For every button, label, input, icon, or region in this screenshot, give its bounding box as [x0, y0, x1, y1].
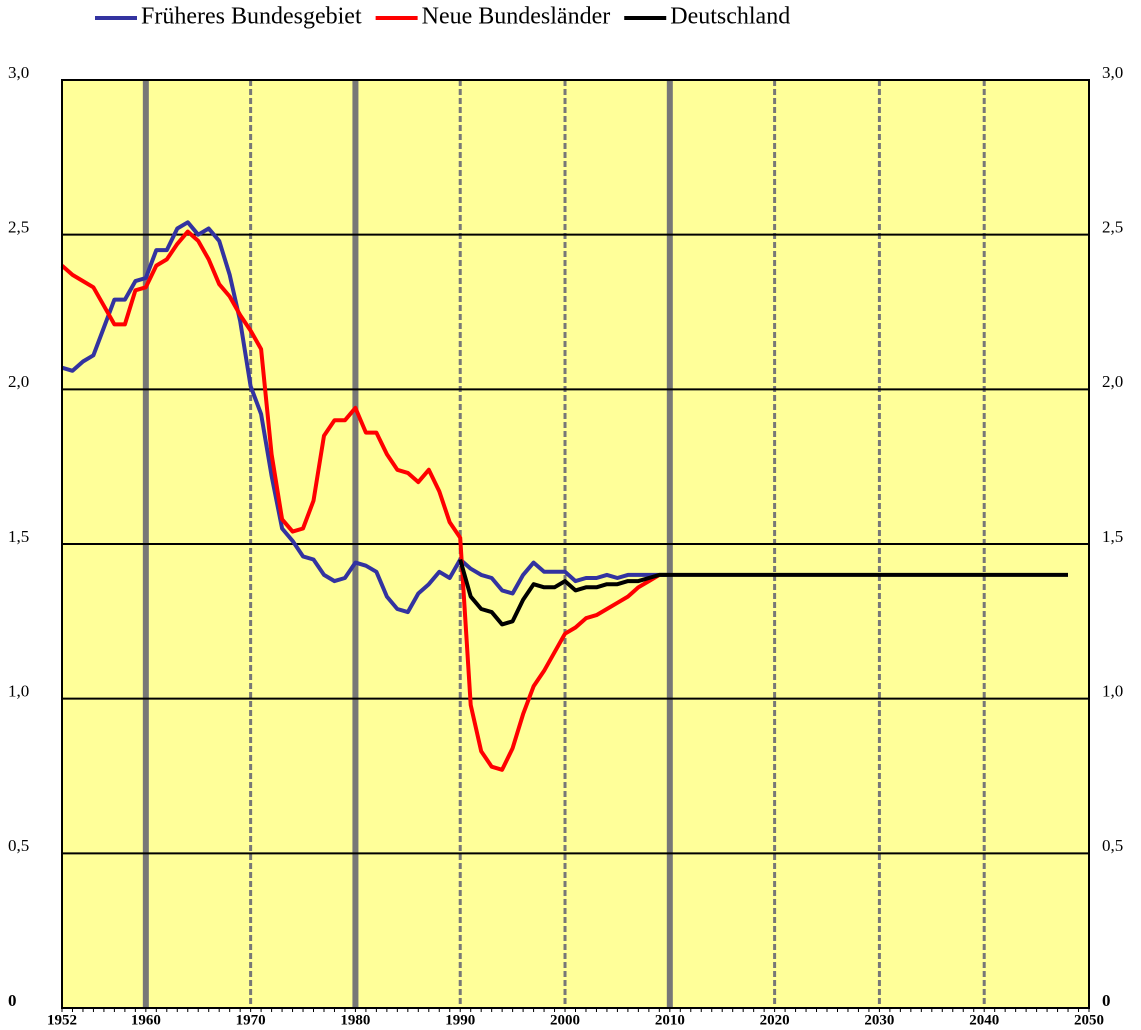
y2-tick-label: 0,5 — [1102, 836, 1123, 855]
y2-tick-label: 1,0 — [1102, 682, 1123, 701]
y2-tick-label: 1,5 — [1102, 527, 1123, 546]
legend-label: Deutschland — [670, 4, 790, 30]
x-tick-label: 1970 — [236, 1012, 266, 1028]
x-tick-label: 2010 — [655, 1012, 685, 1028]
legend-label: Neue Bundesländer — [422, 4, 611, 30]
y2-tick-label: 0 — [1102, 991, 1111, 1010]
plot-border — [61, 79, 1090, 1009]
y-tick-label: 1,0 — [8, 682, 29, 701]
x-tick-label: 2020 — [760, 1012, 790, 1028]
series-line — [458, 558, 1068, 627]
x-tick-label: 2030 — [864, 1012, 894, 1028]
x-tick-label: 1952 — [47, 1012, 77, 1028]
y-tick-label: 0 — [8, 991, 17, 1010]
series-line — [60, 229, 661, 772]
y2-tick-label: 3,0 — [1102, 63, 1123, 82]
y-tick-label: 3,0 — [8, 63, 29, 82]
y2-tick-label: 2,0 — [1102, 372, 1123, 391]
x-tick-label: 1990 — [445, 1012, 475, 1028]
y-tick-label: 1,5 — [8, 527, 29, 546]
x-tick-label: 2040 — [969, 1012, 999, 1028]
y2-tick-label: 2,5 — [1102, 218, 1123, 237]
legend-label: Früheres Bundesgebiet — [141, 4, 362, 30]
x-tick-label: 1960 — [131, 1012, 161, 1028]
x-tick-label: 2000 — [550, 1012, 580, 1028]
y-tick-label: 2,5 — [8, 218, 29, 237]
y-tick-label: 2,0 — [8, 372, 29, 391]
x-tick-label: 2050 — [1074, 1012, 1104, 1028]
series-line — [61, 220, 670, 615]
y-tick-label: 0,5 — [8, 836, 29, 855]
x-tick-label: 1980 — [340, 1012, 370, 1028]
